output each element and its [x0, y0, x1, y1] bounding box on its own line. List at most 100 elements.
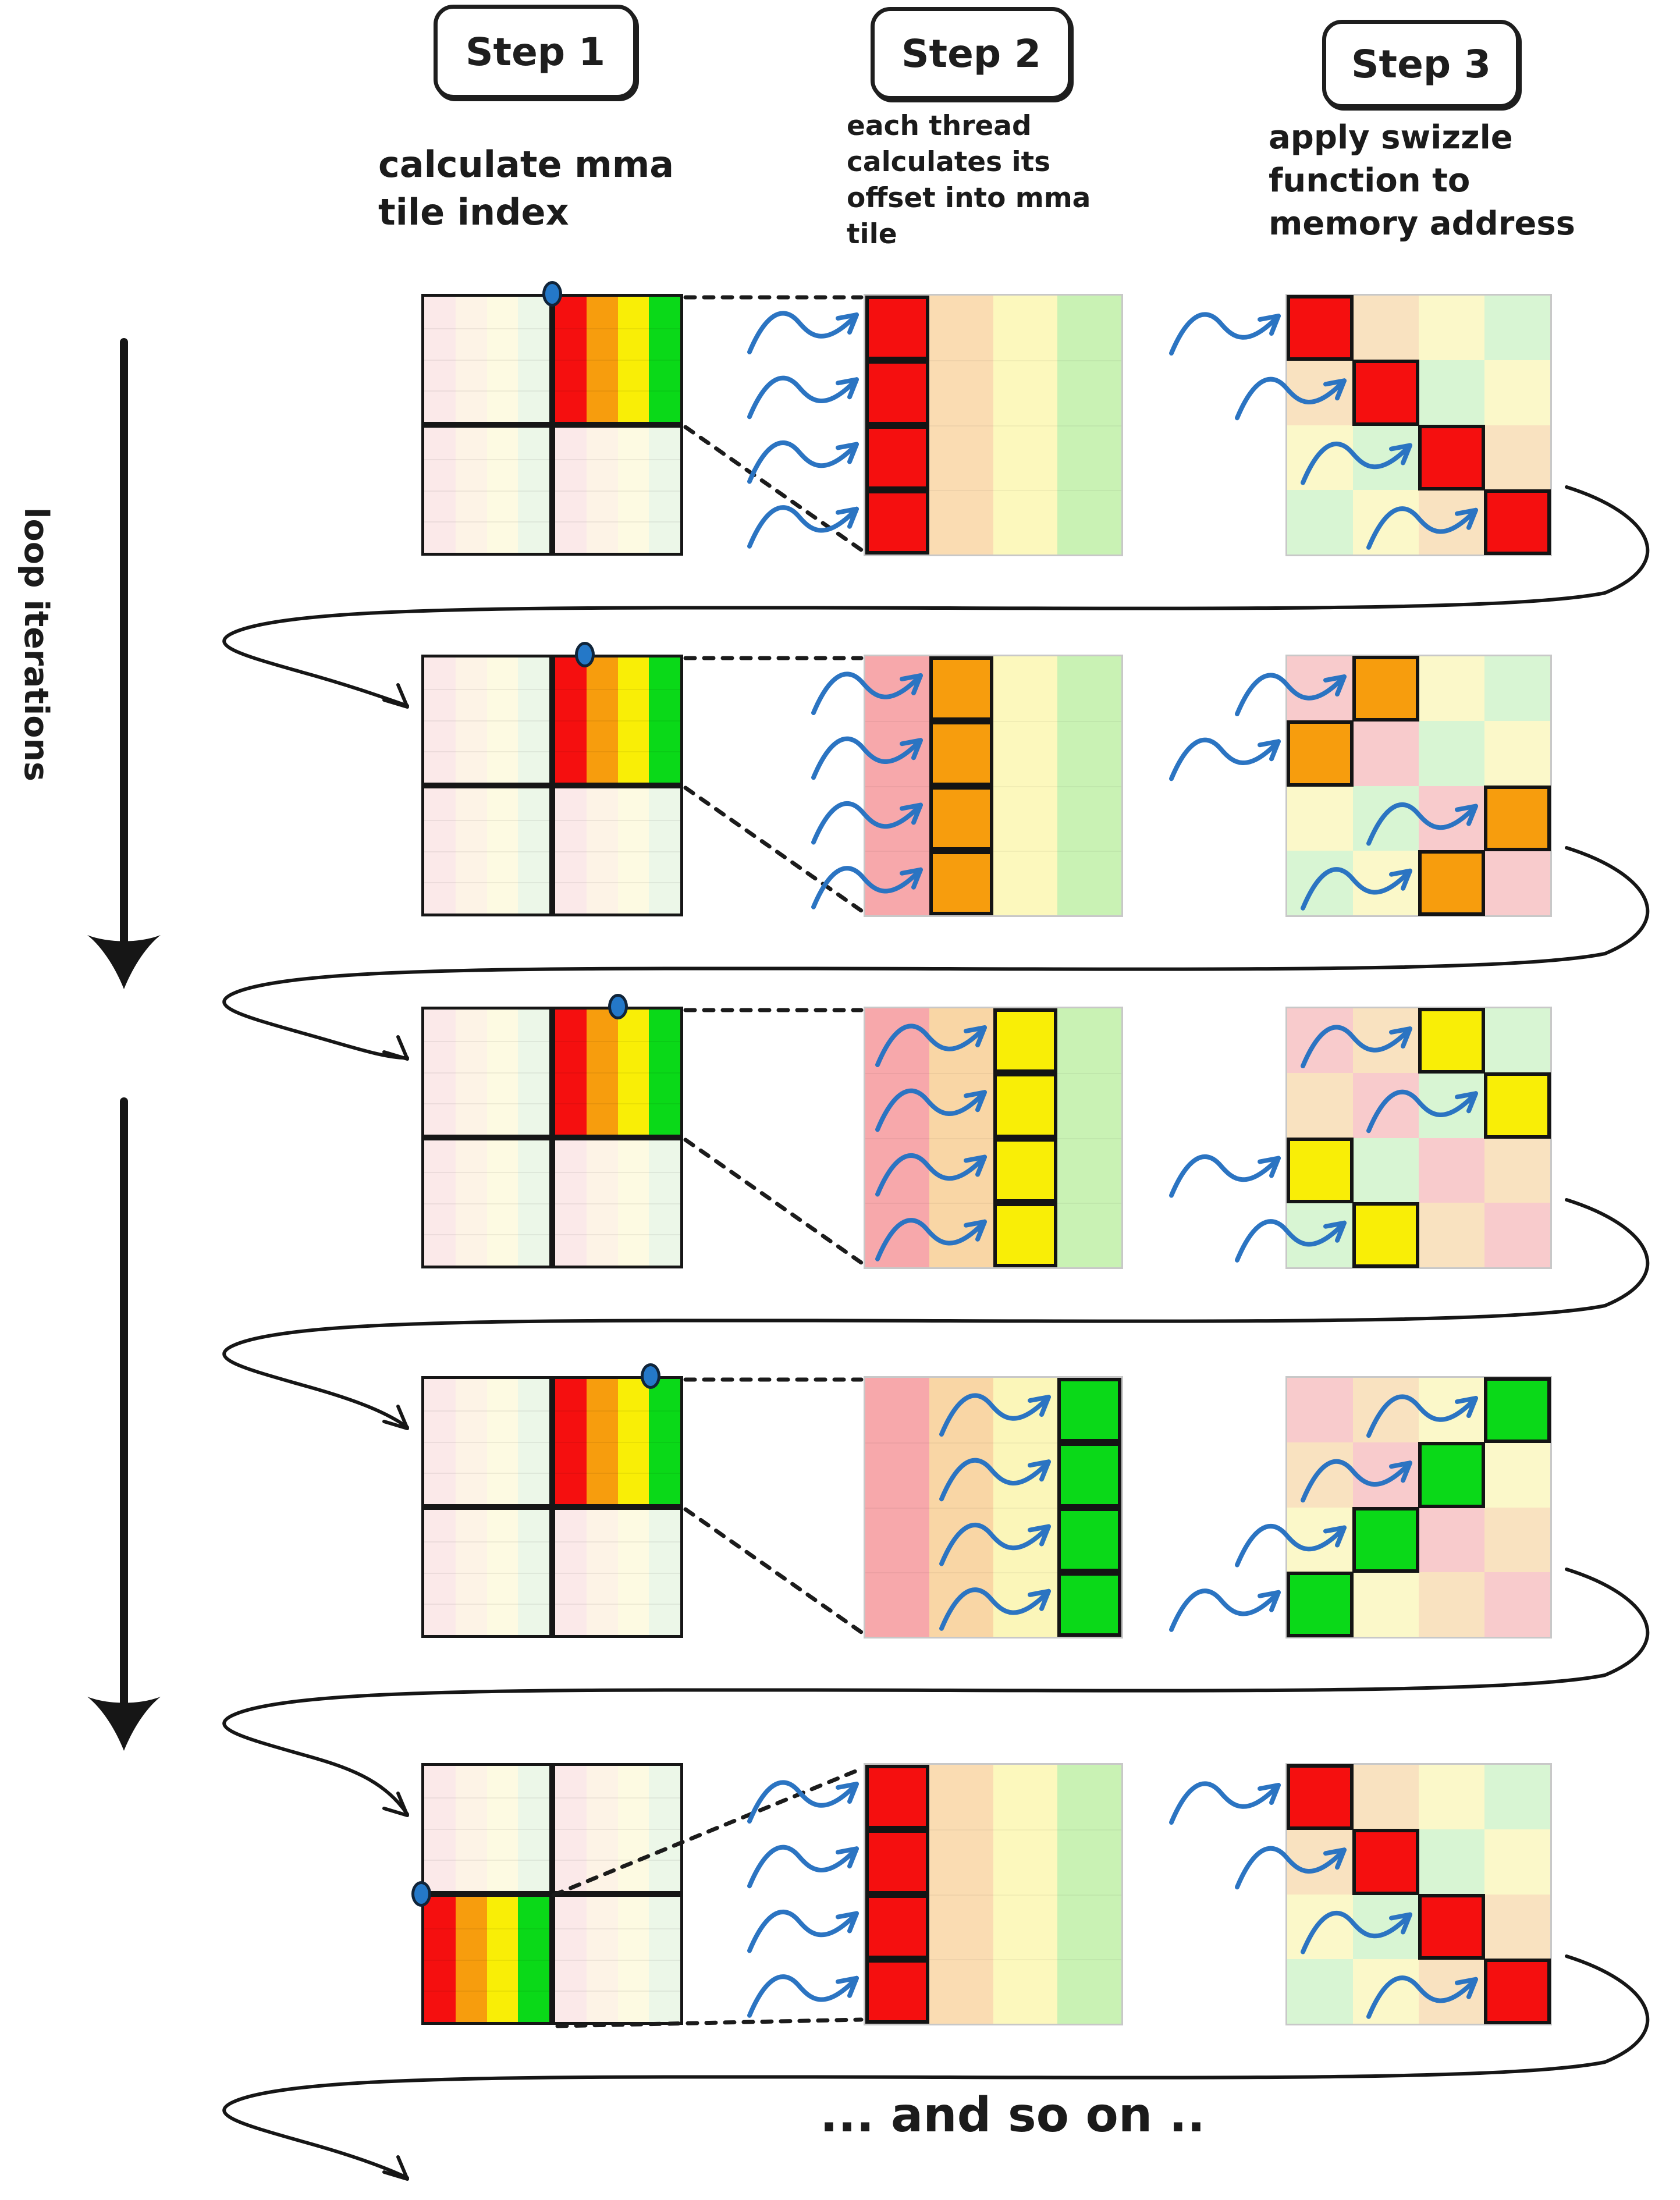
- thread-offset-cell: [929, 786, 993, 851]
- swizzled-memory-grid: [1285, 1007, 1552, 1269]
- tile-row-hairline: [555, 1860, 680, 1861]
- offset-row-hairline: [865, 1507, 1121, 1509]
- memory-cell: [1353, 1894, 1419, 1959]
- mma-tile-quadrant: [421, 1376, 552, 1507]
- swizzled-cell-highlight: [1352, 656, 1419, 722]
- mma-tile-quadrant: [421, 1763, 552, 1894]
- step1-box: Step 1: [434, 5, 637, 99]
- tile-row-hairline: [424, 1959, 549, 1961]
- tile-column-stripe: [455, 297, 487, 422]
- mma-tile-quadrant: [421, 1138, 552, 1268]
- thread-position-dot: [640, 1363, 660, 1389]
- offset-row-hairline: [865, 1829, 1121, 1831]
- memory-cell: [1484, 1572, 1550, 1637]
- memory-cell: [1419, 1507, 1484, 1572]
- step2-caption: each thread calculates its offset into m…: [847, 110, 1091, 251]
- memory-cell: [1484, 360, 1550, 425]
- swizzled-memory-grid: [1285, 655, 1552, 917]
- tile-row-hairline: [424, 1171, 549, 1173]
- memory-cell: [1287, 1894, 1353, 1959]
- memory-cell: [1353, 1138, 1419, 1203]
- offset-row-hairline: [865, 1894, 1121, 1896]
- tile-row-hairline: [424, 851, 549, 852]
- memory-cell: [1419, 721, 1484, 786]
- swizzled-memory-grid: [1285, 1763, 1552, 2025]
- memory-cell: [1419, 1138, 1484, 1203]
- swizzled-cell-highlight: [1352, 360, 1419, 426]
- tile-row-hairline: [424, 688, 549, 690]
- tile-row-hairline: [555, 1203, 680, 1204]
- tile-row-hairline: [555, 1991, 680, 1992]
- memory-cell: [1287, 656, 1353, 722]
- tile-row-hairline: [424, 1473, 549, 1474]
- tile-row-hairline: [555, 1797, 680, 1799]
- step3-label: Step 3: [1351, 41, 1491, 87]
- offset-row-hairline: [865, 360, 1121, 362]
- thread-offset-cell: [1057, 1378, 1121, 1443]
- memory-cell: [1353, 1765, 1419, 1830]
- memory-cell: [1287, 489, 1353, 555]
- mma-tile-quadrant: [552, 1507, 683, 1638]
- tile-row-hairline: [555, 688, 680, 690]
- swizzled-memory-grid: [1285, 1376, 1552, 1639]
- memory-cell: [1287, 1442, 1353, 1508]
- mma-tile-offset-grid: [864, 1007, 1123, 1269]
- tile-row-hairline: [555, 819, 680, 821]
- tile-row-hairline: [424, 490, 549, 492]
- swizzled-memory-grid: [1285, 294, 1552, 556]
- memory-cell: [1484, 1894, 1550, 1959]
- tile-row-hairline: [555, 1928, 680, 1929]
- memory-cell: [1419, 1572, 1484, 1637]
- memory-cell: [1484, 1202, 1550, 1267]
- mma-tile-quadrant: [552, 786, 683, 916]
- mma-tile-offset-grid: [864, 1376, 1123, 1639]
- swizzled-cell-highlight: [1484, 785, 1551, 851]
- thread-offset-cell: [1057, 1507, 1121, 1572]
- tile-row-hairline: [424, 328, 549, 329]
- memory-cell: [1353, 1073, 1419, 1138]
- offset-row-hairline: [865, 721, 1121, 723]
- tile-row-hairline: [424, 1860, 549, 1861]
- step3-caption: apply swizzle function to memory address: [1269, 119, 1575, 243]
- tile-row-hairline: [555, 1604, 680, 1605]
- memory-cell: [1419, 360, 1484, 425]
- mma-tile-quadrant: [421, 1507, 552, 1638]
- tile-row-hairline: [555, 1473, 680, 1474]
- thread-offset-cell: [993, 1138, 1057, 1203]
- mma-tile-offset-grid: [864, 294, 1123, 556]
- tile-row-hairline: [424, 1572, 549, 1574]
- memory-cell: [1484, 656, 1550, 722]
- memory-cell: [1353, 1572, 1419, 1637]
- memory-cell: [1419, 1765, 1484, 1830]
- thread-offset-cell: [929, 656, 993, 722]
- step3-box: Step 3: [1322, 20, 1520, 108]
- tile-row-hairline: [424, 459, 549, 460]
- swizzled-cell-highlight: [1352, 1202, 1419, 1268]
- thread-position-dot: [542, 281, 562, 307]
- tile-row-hairline: [555, 328, 680, 329]
- memory-cell: [1287, 1378, 1353, 1443]
- memory-cell: [1419, 786, 1484, 851]
- mma-tile-offset-grid: [864, 1763, 1123, 2025]
- mma-tile-offset-grid: [864, 655, 1123, 917]
- mma-tile-quadrant-active: [552, 1376, 683, 1507]
- tile-row-hairline: [424, 720, 549, 722]
- thread-offset-cell: [865, 425, 929, 490]
- memory-cell: [1419, 1829, 1484, 1895]
- memory-cell: [1287, 1829, 1353, 1895]
- mma-tile-quadrant-active: [552, 294, 683, 425]
- tile-row-hairline: [424, 521, 549, 523]
- tile-row-hairline: [555, 521, 680, 523]
- tile-row-hairline: [424, 1103, 549, 1105]
- step1-caption: calculate mma tile index: [378, 143, 674, 233]
- memory-cell: [1484, 1442, 1550, 1508]
- mma-tile-quadrant: [552, 1894, 683, 2025]
- swizzled-cell-highlight: [1484, 1377, 1551, 1444]
- swizzled-cell-highlight: [1484, 1072, 1551, 1139]
- swizzled-cell-highlight: [1287, 1137, 1354, 1203]
- mma-tile-quadrant-active: [552, 1007, 683, 1138]
- swizzled-cell-highlight: [1484, 489, 1551, 555]
- memory-cell: [1353, 1959, 1419, 2024]
- tile-column-stripe: [555, 297, 587, 422]
